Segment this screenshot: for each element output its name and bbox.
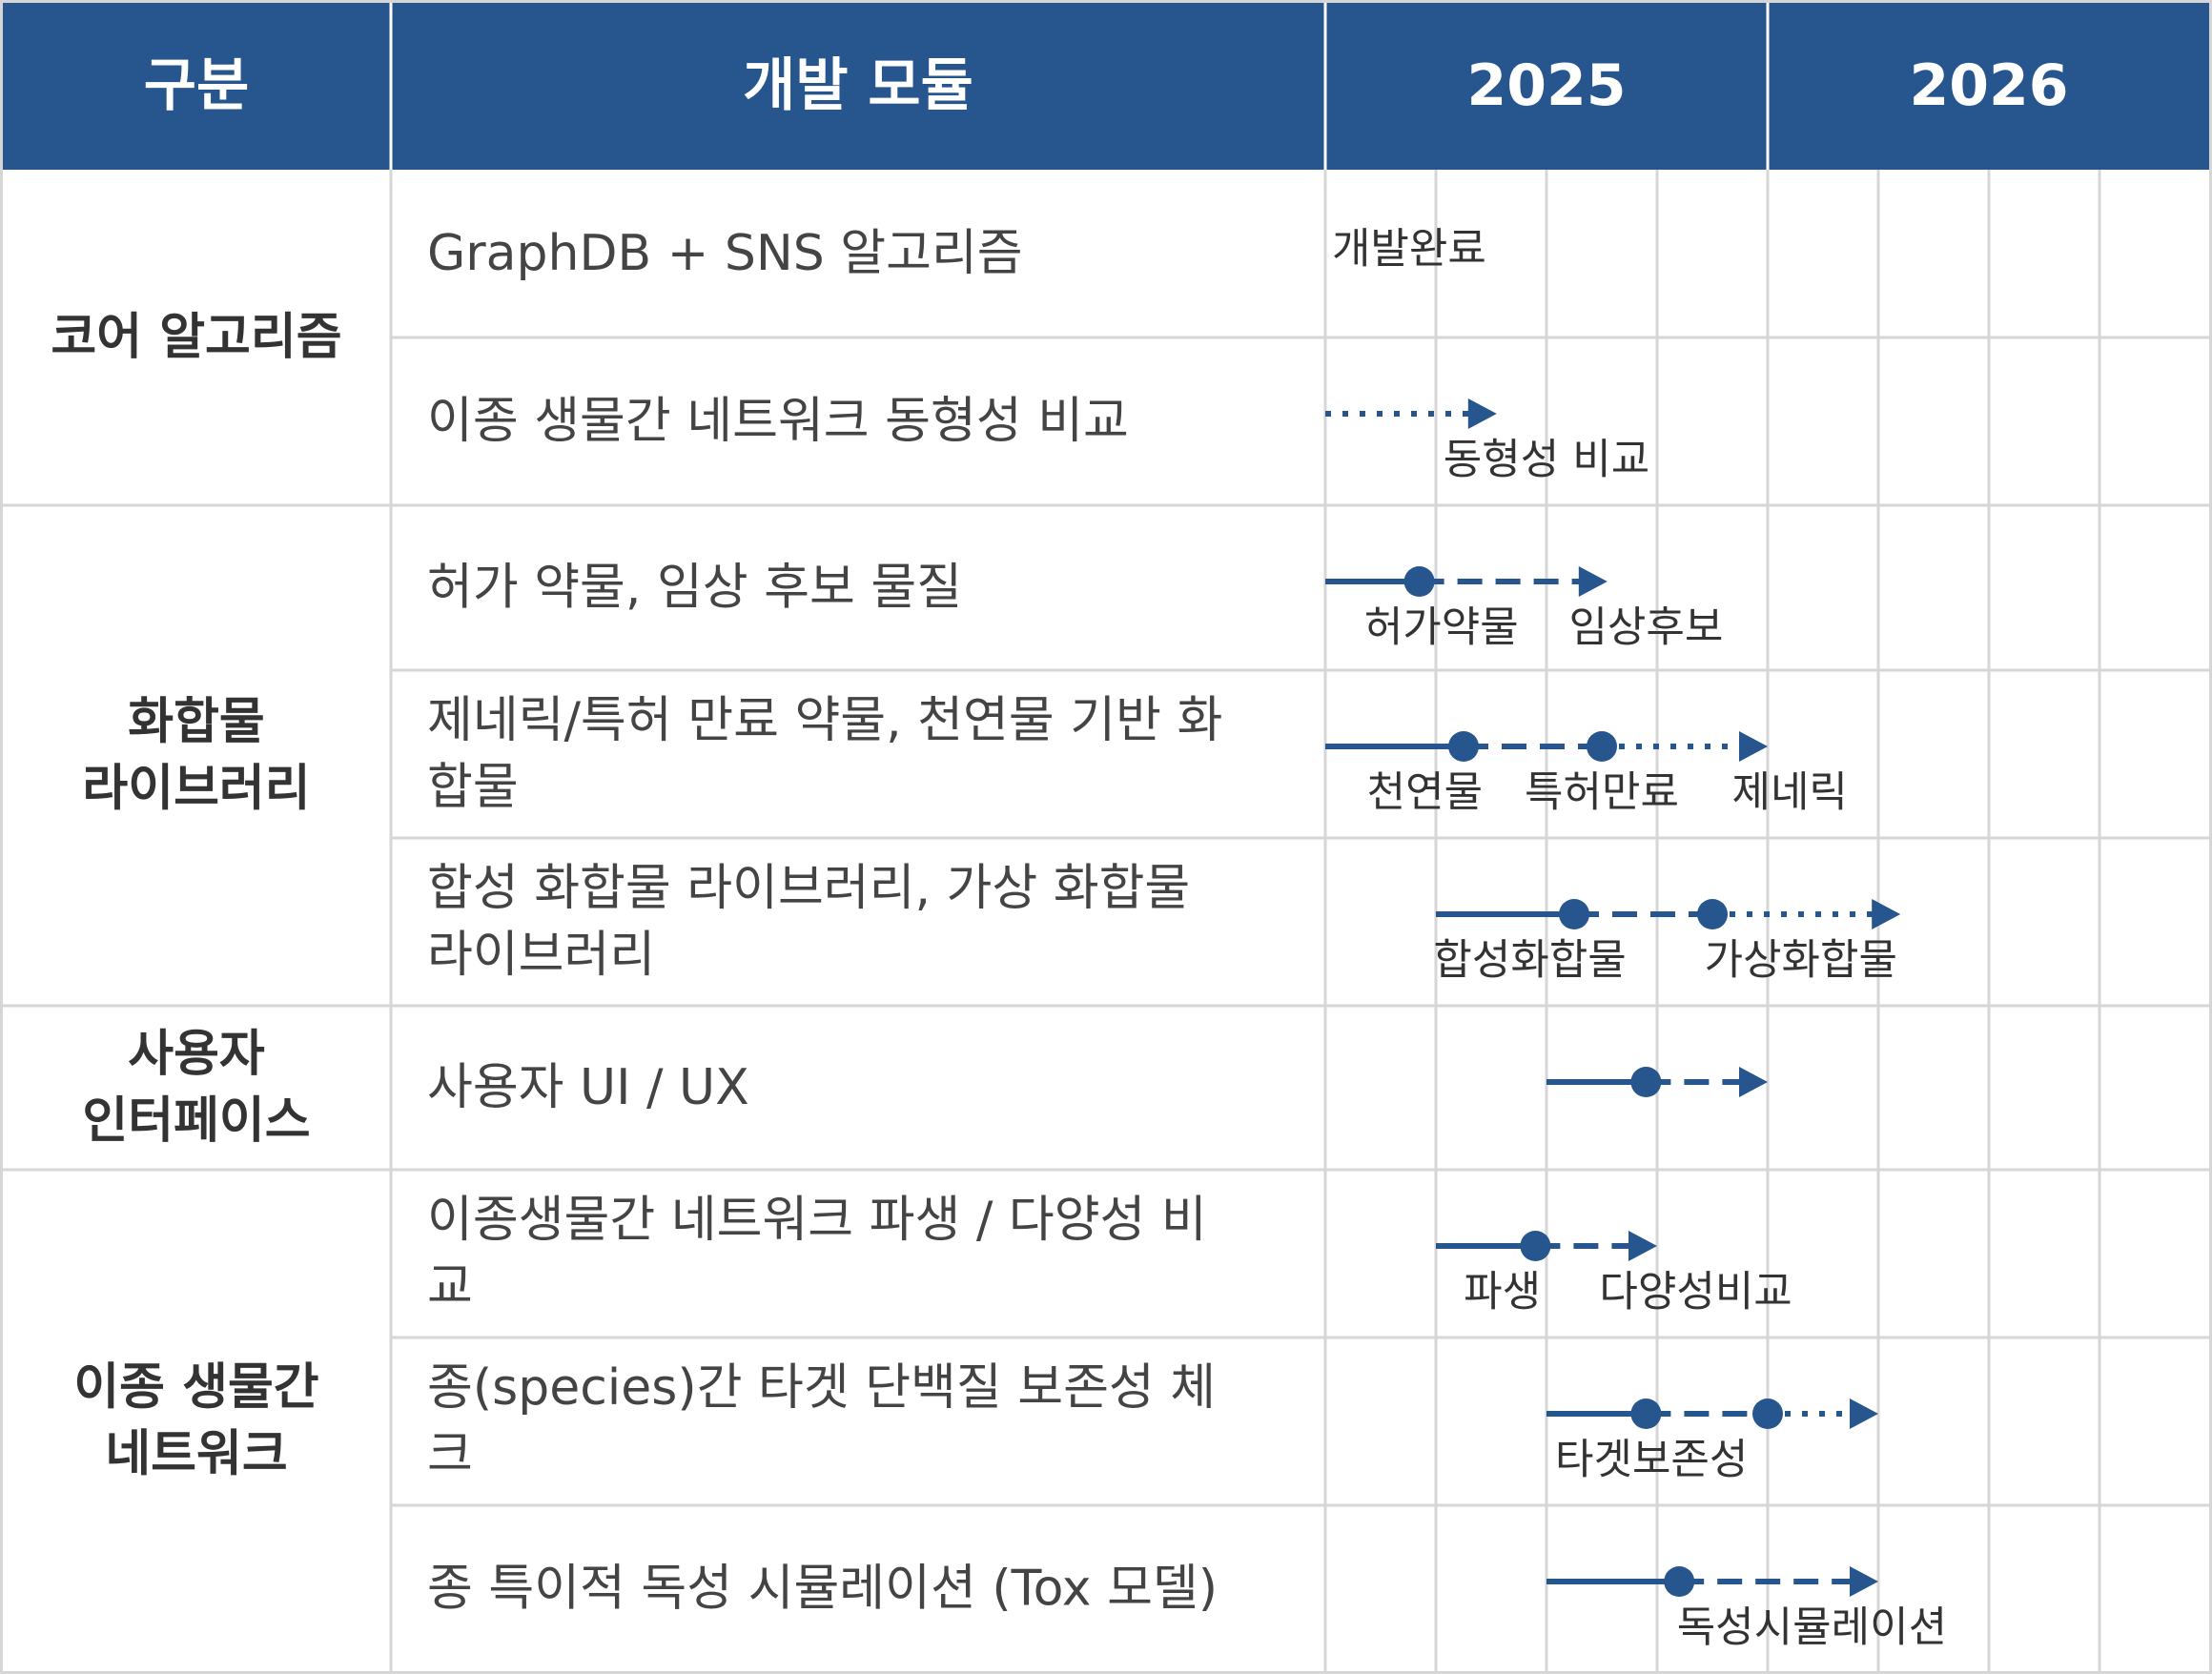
category-label: 네트워크 xyxy=(105,1426,287,1483)
header-module: 개발 모듈 xyxy=(743,52,973,119)
milestone-label: 가상화합물 xyxy=(1705,936,1897,985)
milestone-dot xyxy=(1752,1398,1783,1429)
module-label: 종(species)간 타겟 단백질 보존성 체 xyxy=(427,1359,1216,1417)
milestone-dot xyxy=(1448,731,1479,762)
arrow-head-icon xyxy=(1850,1566,1878,1597)
milestone-label: 합성화합물 xyxy=(1433,936,1626,985)
milestone-dot xyxy=(1587,731,1617,762)
milestone-dot xyxy=(1520,1231,1551,1261)
header-category: 구분 xyxy=(144,52,249,119)
milestone-label: 임상후보 xyxy=(1568,603,1723,652)
module-label: 종 특이적 독성 시뮬레이션 (Tox 모델) xyxy=(427,1561,1218,1618)
module-label: 크 xyxy=(427,1426,473,1483)
milestone-label: 타겟보존성 xyxy=(1555,1436,1748,1484)
milestone-label: 다양성비교 xyxy=(1599,1268,1792,1317)
module-label: 이종 생물간 네트워크 동형성 비교 xyxy=(427,393,1129,450)
category-label: 코어 알고리즘 xyxy=(51,309,341,366)
milestone-dot xyxy=(1559,899,1589,929)
module-label: 허가 약물, 임상 후보 물질 xyxy=(427,560,962,617)
arrow-head-icon xyxy=(1739,1067,1768,1097)
header-year-2026: 2026 xyxy=(1910,52,2069,119)
module-label: GraphDB + SNS 알고리즘 xyxy=(427,225,1023,282)
arrow-head-icon xyxy=(1739,731,1768,762)
milestone-label: 허가약물 xyxy=(1364,603,1519,652)
category-label: 인터페이스 xyxy=(82,1092,310,1150)
arrow-head-icon xyxy=(1850,1398,1878,1429)
milestone-label: 파생 xyxy=(1464,1268,1541,1317)
module-label: 교 xyxy=(427,1258,473,1316)
milestone-label: 개발완료 xyxy=(1332,225,1486,274)
module-label: 라이브러리 xyxy=(427,927,655,984)
milestone-label: 동형성 비교 xyxy=(1444,436,1649,484)
milestone-label: 천연물 xyxy=(1367,768,1483,817)
category-label: 화합물 xyxy=(128,694,265,751)
category-label: 사용자 xyxy=(128,1026,265,1083)
module-label: 합성 화합물 라이브러리, 가상 화합물 xyxy=(427,860,1190,917)
milestone-dot xyxy=(1664,1566,1695,1597)
module-label: 제네릭/특허 만료 약물, 천연물 기반 화 xyxy=(427,692,1222,749)
module-label: 사용자 UI / UX xyxy=(427,1059,749,1116)
category-label: 이종 생물간 xyxy=(73,1359,318,1417)
milestone-dot xyxy=(1630,1398,1662,1429)
header-year-2025: 2025 xyxy=(1467,52,1627,119)
module-label: 이종생물간 네트워크 파생 / 다양성 비 xyxy=(427,1192,1207,1249)
milestone-label: 특허만료 xyxy=(1525,768,1679,817)
arrow-head-icon xyxy=(1872,899,1901,929)
milestone-dot xyxy=(1630,1067,1662,1097)
arrow-head-icon xyxy=(1578,566,1608,597)
category-label: 라이브러리 xyxy=(82,761,310,818)
milestone-label: 독성시뮬레이션 xyxy=(1677,1603,1947,1652)
module-label: 합물 xyxy=(427,759,519,816)
arrow-head-icon xyxy=(1467,398,1497,429)
header-bar xyxy=(0,0,2212,170)
milestone-dot xyxy=(1403,566,1435,597)
milestone-label: 제네릭 xyxy=(1731,768,1847,817)
milestone-dot xyxy=(1697,899,1728,929)
arrow-head-icon xyxy=(1628,1231,1657,1261)
